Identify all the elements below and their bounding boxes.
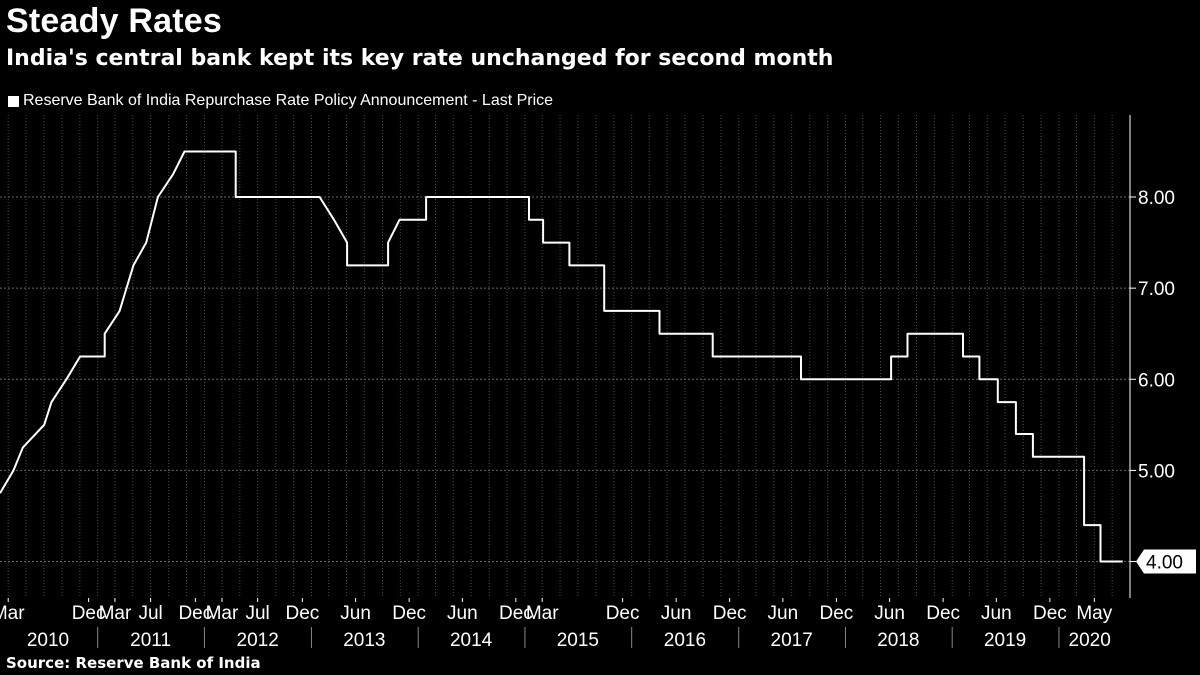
y-tick-label: 6.00 <box>1138 370 1175 391</box>
x-tick-label: Jun <box>874 603 905 624</box>
x-year-label: 2018 <box>877 630 919 651</box>
x-tick-label: Dec <box>1033 603 1067 624</box>
x-tick-label: Dec <box>178 603 212 624</box>
y-tick-label: 8.00 <box>1138 188 1175 209</box>
x-tick-label: Jun <box>661 603 692 624</box>
source-note: Source: Reserve Bank of India <box>6 654 261 672</box>
x-tick-label: Jul <box>138 603 162 624</box>
x-year-label: 2019 <box>984 630 1026 651</box>
x-year-label: 2017 <box>771 630 813 651</box>
x-year-label: 2020 <box>1069 630 1111 651</box>
last-value-label: 4.00 <box>1146 553 1183 574</box>
x-tick-label: Dec <box>72 603 106 624</box>
x-year-label: 2015 <box>557 630 599 651</box>
x-tick-label: Mar <box>99 603 132 624</box>
x-tick-label: Dec <box>926 603 960 624</box>
x-tick-label: Mar <box>0 603 25 624</box>
x-tick-label: Jun <box>340 603 371 624</box>
x-tick-label: Dec <box>392 603 426 624</box>
y-tick-label: 5.00 <box>1138 461 1175 482</box>
legend: Reserve Bank of India Repurchase Rate Po… <box>8 92 553 110</box>
y-tick-label: 7.00 <box>1138 279 1175 300</box>
x-tick-label: Jun <box>447 603 478 624</box>
x-tick-label: Dec <box>713 603 747 624</box>
x-tick-label: Jul <box>245 603 269 624</box>
legend-swatch <box>8 95 19 107</box>
x-tick-label: Jun <box>981 603 1012 624</box>
x-year-label: 2013 <box>343 630 385 651</box>
x-tick-label: Dec <box>499 603 533 624</box>
series-line <box>0 150 1123 563</box>
x-year-label: 2012 <box>237 630 279 651</box>
last-value-badge <box>1136 549 1196 574</box>
x-tick-label: Dec <box>285 603 319 624</box>
legend-label: Reserve Bank of India Repurchase Rate Po… <box>23 92 554 109</box>
x-tick-label: Dec <box>819 603 853 624</box>
x-year-label: 2016 <box>664 630 706 651</box>
x-tick-label: Dec <box>606 603 640 624</box>
x-tick-label: Jun <box>768 603 799 624</box>
chart-subtitle: India's central bank kept its key rate u… <box>6 46 834 71</box>
x-year-label: 2014 <box>450 630 493 651</box>
x-year-label: 2010 <box>27 630 69 651</box>
x-tick-label: May <box>1076 603 1112 624</box>
x-tick-label: Mar <box>526 603 559 624</box>
x-tick-label: Mar <box>206 603 239 624</box>
chart-title: Steady Rates <box>6 2 222 40</box>
x-year-label: 2011 <box>130 630 171 651</box>
